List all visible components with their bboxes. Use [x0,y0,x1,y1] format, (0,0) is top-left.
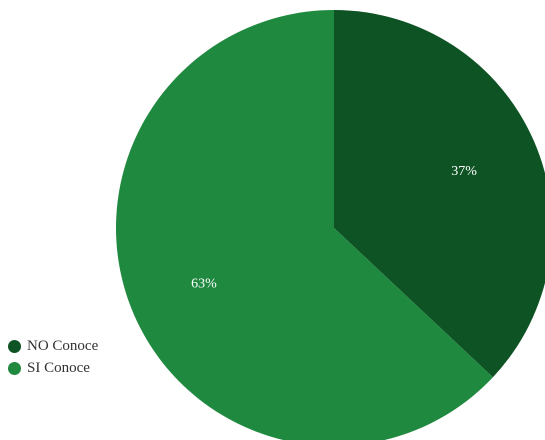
data-label-no-conoce: 37% [451,164,477,179]
legend-label-no-conoce: NO Conoce [27,337,99,354]
legend-item-no-conoce[interactable]: NO Conoce [8,336,98,356]
legend-marker-si-conoce [8,361,21,375]
legend-label-si-conoce: SI Conoce [27,359,90,376]
data-label-si-conoce: 63% [191,276,217,291]
pie-slices [116,10,545,440]
legend-item-si-conoce[interactable]: SI Conoce [8,358,98,378]
pie-slice-no-conoce[interactable] [334,10,545,378]
chart-legend: NO Conoce SI Conoce [8,336,98,380]
legend-marker-no-conoce [8,339,21,353]
pie-slice-si-conoce[interactable] [116,10,493,440]
pie-data-labels: 37% 63% [191,164,477,292]
